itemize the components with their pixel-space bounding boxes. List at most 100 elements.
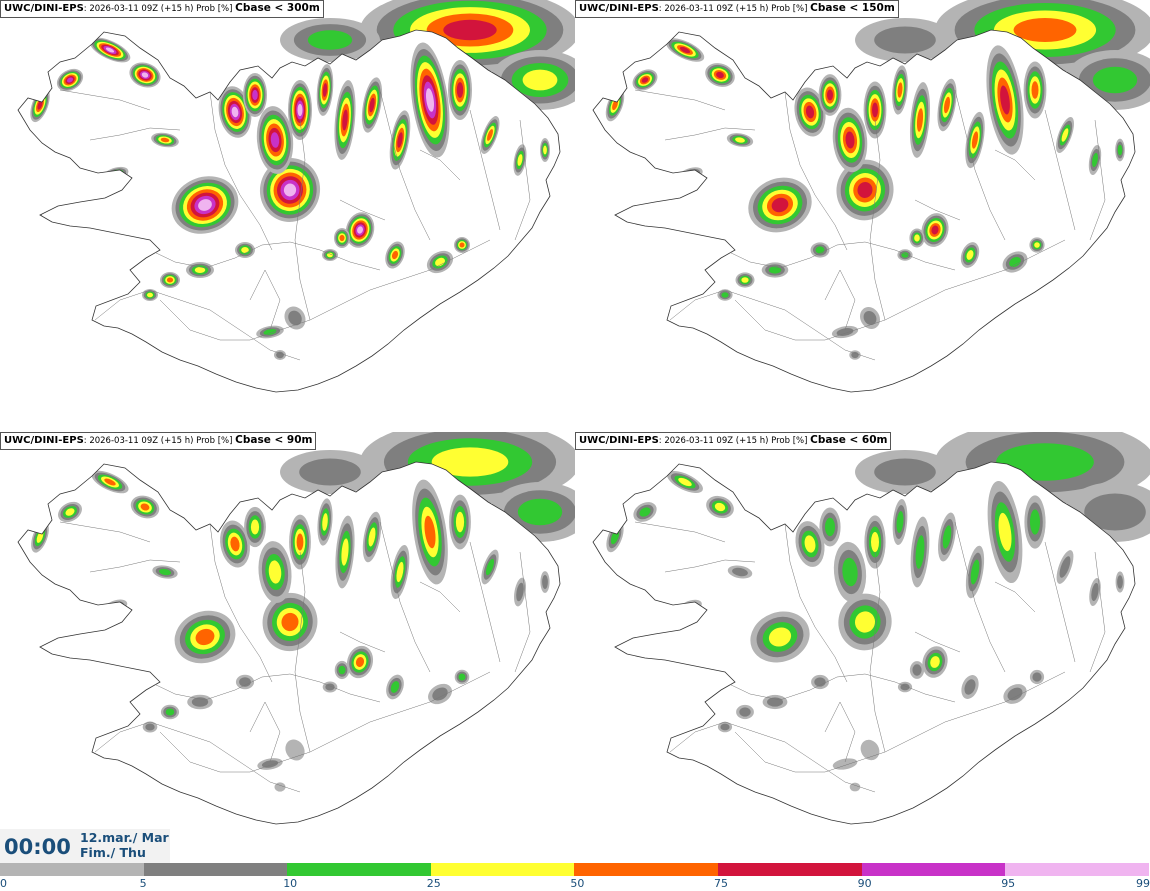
probability-contour: [593, 209, 617, 221]
probability-contour: [594, 641, 616, 653]
coastline: [17, 29, 561, 393]
probability-contour: [140, 503, 150, 511]
contour-line: [1044, 541, 1076, 663]
probability-contour: [339, 234, 345, 242]
probability-contour: [860, 739, 880, 761]
probability-map: [17, 432, 575, 825]
probability-contour: [66, 77, 74, 83]
colorbar-segment: [1005, 863, 1150, 876]
valid-time-box: 00:00 12.mar./ Mar Fim./ Thu: [0, 829, 170, 864]
contour-line: [954, 521, 1006, 673]
contour-line: [994, 149, 1036, 181]
colorbar-tick-label: 5: [139, 877, 147, 890]
probability-contour: [355, 656, 365, 668]
map-panel-90m: UWC/DINI-EPS: 2026-03-11 09Z (+15 h) Pro…: [0, 432, 575, 864]
probability-map: [592, 432, 1150, 825]
probability-contour: [1030, 509, 1040, 535]
probability-contour: [1117, 144, 1123, 156]
probability-contour: [714, 502, 726, 512]
probability-contour: [598, 643, 612, 651]
probability-contour: [771, 197, 789, 213]
probability-contour: [912, 664, 922, 676]
probability-contour: [327, 252, 333, 258]
colorbar-tick-label: 99: [1136, 877, 1150, 890]
probability-contour: [194, 267, 206, 273]
contour-line: [869, 551, 886, 753]
probability-contour: [252, 89, 258, 101]
contour-line: [209, 523, 273, 683]
probability-contour: [147, 292, 153, 298]
colorbar-segment: [143, 863, 288, 876]
probability-contour: [322, 513, 328, 531]
probability-contour: [21, 643, 39, 651]
contour-line: [669, 721, 876, 793]
probability-contour: [1091, 583, 1099, 601]
probability-contour: [1031, 81, 1039, 99]
probability-contour: [459, 242, 465, 248]
colorbar-segment: [574, 863, 719, 876]
colorbar-tick-label: 25: [426, 877, 441, 890]
probability-contour: [832, 758, 858, 770]
probability-contour: [424, 515, 436, 549]
probability-contour: [18, 209, 42, 221]
probability-contour: [19, 641, 41, 653]
probability-contour: [198, 199, 212, 211]
probability-contour: [814, 677, 826, 687]
contour-line: [339, 199, 386, 221]
contour-line: [249, 701, 281, 763]
probability-contour: [596, 210, 614, 220]
probability-contour: [241, 247, 249, 253]
contour-line: [734, 239, 1066, 341]
topography-lines: [59, 89, 531, 361]
valid-date: 12.mar./ Mar Fim./ Thu: [80, 830, 169, 860]
probability-contour: [1009, 256, 1021, 268]
contour-line: [149, 241, 381, 271]
probability-contour: [768, 266, 782, 274]
probability-contour: [542, 575, 548, 589]
probability-contour: [261, 760, 279, 768]
probability-contour: [22, 211, 38, 219]
probability-contour: [1117, 575, 1123, 589]
probability-contour: [679, 46, 691, 54]
probability-contour: [897, 82, 903, 98]
contour-line: [634, 521, 726, 543]
probability-contour: [998, 512, 1012, 552]
contour-line: [294, 119, 311, 321]
probability-contour: [145, 723, 155, 731]
probability-contour: [805, 105, 815, 119]
contour-line: [59, 89, 151, 111]
probability-contour: [485, 558, 495, 576]
map-panel-60m: UWC/DINI-EPS: 2026-03-11 09Z (+15 h) Pro…: [575, 432, 1150, 864]
contour-line: [89, 127, 181, 141]
probability-contour: [307, 30, 353, 50]
probability-contour: [37, 100, 43, 110]
probability-contour: [971, 131, 979, 149]
probability-contour: [341, 538, 349, 566]
contour-line: [514, 551, 531, 673]
probability-contour: [721, 292, 729, 298]
probability-contour: [854, 611, 876, 633]
probability-contour: [641, 77, 649, 83]
contour-line: [159, 671, 491, 773]
contour-line: [514, 119, 531, 241]
probability-contour: [396, 561, 404, 583]
probability-map: [592, 0, 1150, 393]
colorbar-tick-label: 0: [0, 877, 7, 890]
probability-contour: [815, 246, 825, 254]
probability-contour: [110, 172, 120, 178]
probability-contour: [1007, 687, 1023, 701]
probability-contour: [720, 723, 730, 731]
probability-contour: [942, 525, 952, 549]
probability-contour: [104, 478, 116, 486]
probability-contour: [1092, 66, 1138, 94]
probability-contour: [24, 644, 36, 650]
contour-line: [664, 127, 756, 141]
contour-line: [669, 289, 876, 361]
probability-contour: [288, 310, 302, 326]
probability-contour: [517, 154, 523, 166]
probability-contour: [166, 277, 174, 283]
contour-line: [734, 671, 1066, 773]
colorbar-segment: [430, 863, 575, 876]
coastline: [592, 29, 1136, 393]
probability-contour: [739, 707, 751, 717]
